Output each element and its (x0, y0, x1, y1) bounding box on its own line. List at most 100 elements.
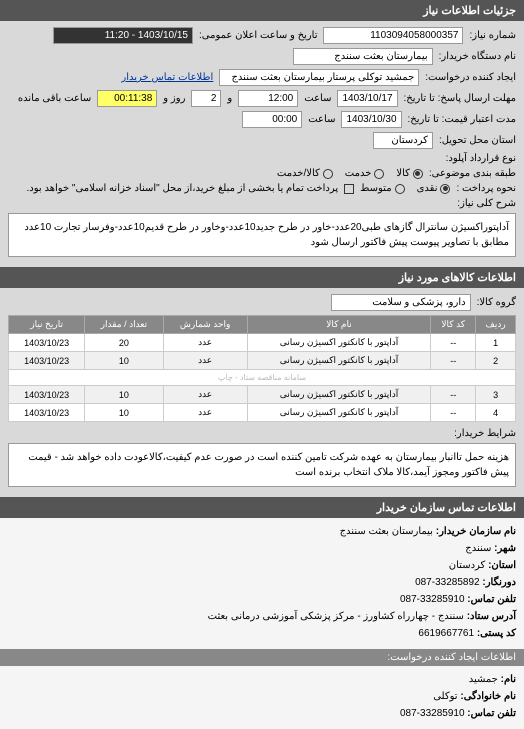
name-value: جمشید (469, 674, 498, 685)
table-row: 2--آداپتور با کانکتور اکسیژن رسانیعدد101… (9, 352, 516, 370)
payment-radio-group: نقدی متوسط (360, 183, 450, 194)
table-cell: 1 (476, 334, 516, 352)
phone2-label: تلفن تماس: (467, 708, 516, 719)
creator-block: نام: جمشید نام خانوادگی: توکلی تلفن تماس… (0, 666, 524, 729)
province-value: کردستان (449, 560, 486, 571)
packing-option-label: کالا/خدمت (277, 168, 320, 179)
contact-buyer-link[interactable]: اطلاعات تماس خریدار (121, 72, 213, 83)
table-row: 4--آداپتور با کانکتور اکسیژن رسانیعدد101… (9, 404, 516, 422)
deadline-date: 1403/10/17 (337, 90, 397, 107)
table-cell: آداپتور با کانکتور اکسیژن رسانی (247, 352, 431, 370)
province-label: استان: (488, 560, 516, 571)
table-header-row: ردیف کد کالا نام کالا واحد شمارش تعداد /… (9, 316, 516, 334)
table-cell: عدد (163, 334, 247, 352)
creator-sub-header: اطلاعات ایجاد کننده درخواست: (0, 649, 524, 666)
section-goods-header: اطلاعات کالاهای مورد نیاز (0, 267, 524, 288)
delivery-state-label: استان محل تحویل: (439, 135, 516, 146)
phone2-value: 33285910-087 (400, 708, 465, 719)
city-value: سنندج (465, 543, 491, 554)
buyer-name-label: نام دستگاه خریدار: (439, 51, 516, 62)
radio-icon (440, 184, 450, 194)
requester-value: جمشید توکلی پرستار بیمارستان بعثت سنندج (219, 69, 419, 86)
lastname-value: توکلی (433, 691, 457, 702)
packing-option-both[interactable]: کالا/خدمت (277, 168, 333, 179)
deadline-time-label: ساعت (304, 93, 331, 104)
table-cell: -- (431, 386, 476, 404)
treasury-note: پرداخت تمام یا بخشی از مبلغ خرید،از محل … (27, 183, 339, 194)
deadline-time: 12:00 (238, 90, 298, 107)
col-code: کد کالا (431, 316, 476, 334)
table-cell: -- (431, 404, 476, 422)
fax-value: 33285892-087 (415, 577, 480, 588)
col-date: تاریخ نیاز (9, 316, 85, 334)
general-desc-label: شرح کلی نیاز: (457, 198, 516, 209)
address-value: سنندج - چهارراه کشاورز - مرکز پزشکی آموز… (208, 611, 464, 622)
table-cell: عدد (163, 352, 247, 370)
packing-radio-group: کالا خدمت کالا/خدمت (277, 168, 423, 179)
col-qty: تعداد / مقدار (85, 316, 163, 334)
section-need-details-header: جزئیات اطلاعات نیاز (0, 0, 524, 21)
table-cell: -- (431, 334, 476, 352)
table-row: 3--آداپتور با کانکتور اکسیژن رسانیعدد101… (9, 386, 516, 404)
packing-option-goods[interactable]: کالا (396, 168, 423, 179)
section-contact-header: اطلاعات تماس سازمان خریدار (0, 497, 524, 518)
payment-option-cash[interactable]: نقدی (417, 183, 451, 194)
watermark-text: سامانه مناقصه ستاد - چاپ (9, 370, 516, 386)
validity-time: 00:00 (242, 111, 302, 128)
radio-icon (395, 184, 405, 194)
goods-group-label: گروه کالا: (477, 297, 516, 308)
phone-value: 33285910-087 (400, 594, 465, 605)
postal-value: 6619667761 (418, 628, 474, 639)
goods-table: ردیف کد کالا نام کالا واحد شمارش تعداد /… (8, 315, 516, 422)
need-number-value: 1103094058000357 (323, 27, 463, 44)
phone-label: تلفن تماس: (467, 594, 516, 605)
general-desc-value: آداپتوراکسیژن سانترال گازهای طبی20عدد-خا… (8, 213, 516, 257)
remain-label: و (227, 93, 232, 104)
name-label: نام: (501, 674, 516, 685)
payment-option-label: متوسط (360, 183, 391, 194)
buyer-conditions-value: هزینه حمل تاانبار بیمارستان به عهده شرکت… (8, 443, 516, 487)
org-value: بیمارستان بعثت سنندج (340, 526, 433, 537)
validity-label: مدت اعتبار قیمت: تا تاریخ: (408, 114, 516, 125)
table-cell: آداپتور با کانکتور اکسیژن رسانی (247, 334, 431, 352)
remain-time: 00:11:38 (97, 90, 157, 107)
remain-days: 2 (191, 90, 221, 107)
address-label: آدرس ستاد: (467, 611, 516, 622)
table-cell: آداپتور با کانکتور اکسیژن رسانی (247, 386, 431, 404)
buyer-conditions-label: شرایط خریدار: (454, 428, 516, 439)
table-cell: 10 (85, 386, 163, 404)
validity-date: 1403/10/30 (341, 111, 401, 128)
table-cell: 4 (476, 404, 516, 422)
packing-option-label: کالا (396, 168, 410, 179)
table-cell: -- (431, 352, 476, 370)
col-row: ردیف (476, 316, 516, 334)
org-label: نام سازمان خریدار: (436, 526, 516, 537)
treasury-checkbox[interactable] (344, 184, 354, 194)
payment-option-medium[interactable]: متوسط (360, 183, 404, 194)
table-cell: 1403/10/23 (9, 386, 85, 404)
radio-icon (374, 169, 384, 179)
watermark-row: سامانه مناقصه ستاد - چاپ (9, 370, 516, 386)
need-details-form: شماره نیاز: 1103094058000357 تاریخ و ساع… (0, 21, 524, 267)
table-cell: 1403/10/23 (9, 352, 85, 370)
delivery-state: کردستان (373, 132, 433, 149)
goods-area: گروه کالا: دارو، پزشکی و سلامت ردیف کد ک… (0, 288, 524, 497)
table-cell: 1403/10/23 (9, 404, 85, 422)
city-label: شهر: (494, 543, 516, 554)
table-cell: عدد (163, 386, 247, 404)
table-cell: 1403/10/23 (9, 334, 85, 352)
table-cell: 10 (85, 404, 163, 422)
remain-label3: ساعت باقی مانده (18, 93, 91, 104)
packing-option-service[interactable]: خدمت (345, 168, 385, 179)
table-row: 1--آداپتور با کانکتور اکسیژن رسانیعدد201… (9, 334, 516, 352)
postal-label: کد پستی: (477, 628, 516, 639)
payment-option-label: نقدی (417, 183, 438, 194)
announce-label: تاریخ و ساعت اعلان عمومی: (199, 30, 318, 41)
radio-icon (413, 169, 423, 179)
need-number-label: شماره نیاز: (469, 30, 516, 41)
table-cell: عدد (163, 404, 247, 422)
fax-label: دورنگار: (482, 577, 516, 588)
table-cell: 10 (85, 352, 163, 370)
contact-block: نام سازمان خریدار: بیمارستان بعثت سنندج … (0, 518, 524, 649)
table-cell: 3 (476, 386, 516, 404)
